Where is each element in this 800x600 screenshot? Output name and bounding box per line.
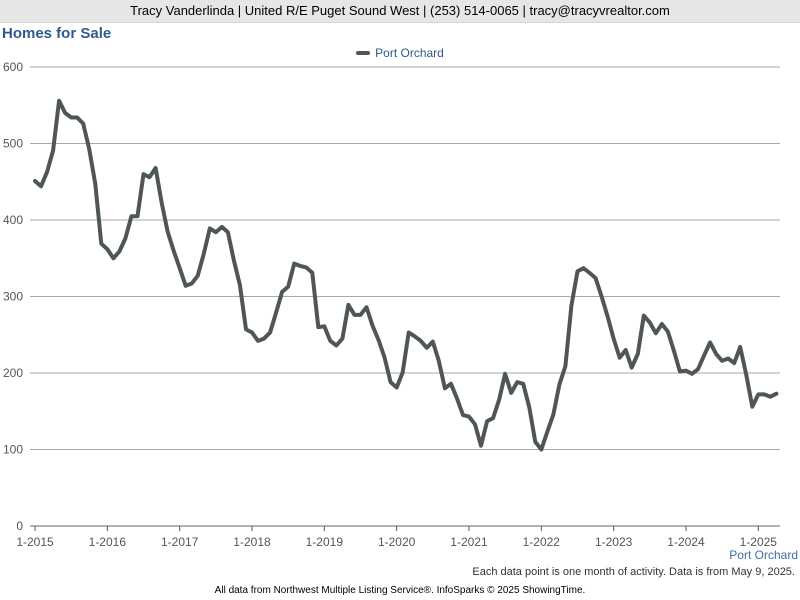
x-tick-label: 1-2025 <box>740 535 778 549</box>
x-tick-label: 1-2019 <box>306 535 344 549</box>
x-tick-label: 1-2023 <box>595 535 633 549</box>
x-tick-label: 1-2016 <box>89 535 127 549</box>
y-tick-label: 100 <box>3 443 23 457</box>
x-tick-label: 1-2018 <box>233 535 271 549</box>
chart-legend[interactable]: Port Orchard <box>0 46 800 60</box>
agent-contact-header: Tracy Vanderlinda | United R/E Puget Sou… <box>0 0 800 23</box>
source-credit: All data from Northwest Multiple Listing… <box>214 585 586 596</box>
y-tick-label: 500 <box>3 137 23 151</box>
legend-swatch <box>356 50 371 55</box>
chart-title: Homes for Sale <box>2 25 112 42</box>
y-tick-label: 600 <box>3 60 23 74</box>
y-tick-label: 300 <box>3 290 23 304</box>
data-footnote: Each data point is one month of activity… <box>472 566 795 578</box>
legend-label: Port Orchard <box>375 46 444 60</box>
series-line-port-orchard <box>33 98 779 452</box>
x-tick-label: 1-2017 <box>161 535 199 549</box>
y-tick-label: 400 <box>3 213 23 227</box>
x-tick-label: 1-2022 <box>523 535 561 549</box>
x-tick-label: 1-2021 <box>450 535 488 549</box>
x-tick-label: 1-2024 <box>667 535 705 549</box>
x-tick-label: 1-2015 <box>16 535 54 549</box>
y-tick-label: 200 <box>3 366 23 380</box>
x-tick-label: 1-2020 <box>378 535 416 549</box>
y-tick-label: 0 <box>16 519 23 533</box>
series-label-port-orchard[interactable]: Port Orchard <box>729 548 798 562</box>
